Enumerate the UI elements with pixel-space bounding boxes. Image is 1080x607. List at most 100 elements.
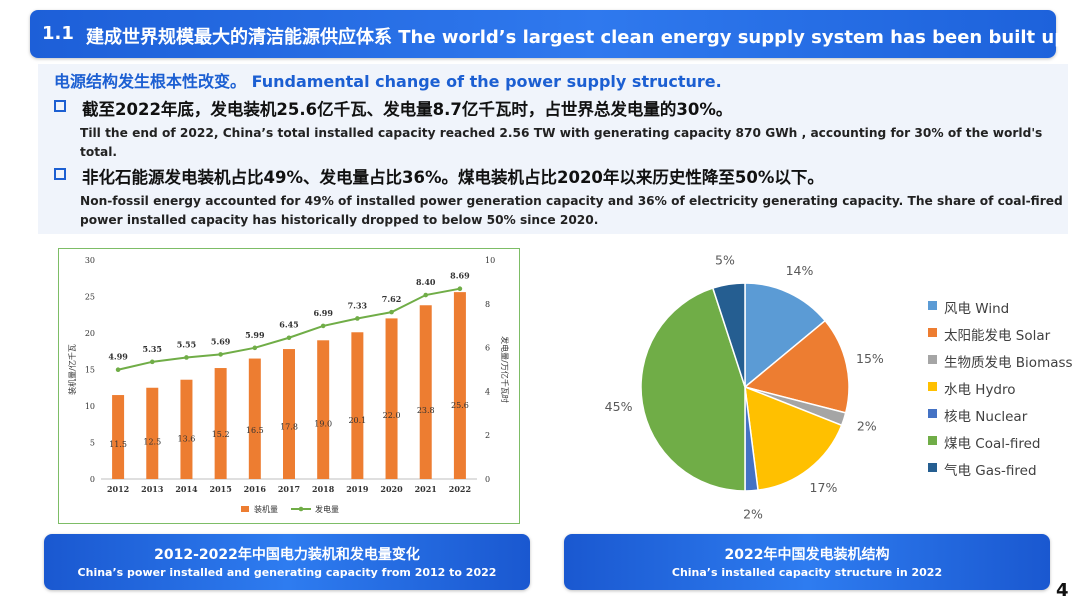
line-data-label: 5.55 [177,339,196,349]
line-data-label: 6.45 [279,320,298,330]
pie-slice [640,287,746,492]
title-bar: 1.1 建成世界规模最大的清洁能源供应体系 The world’s larges… [30,10,1067,58]
legend-line-marker [298,506,304,512]
legend-swatch [928,382,937,391]
legend-bar-swatch [241,506,249,512]
y-tick-label: 15 [85,366,95,375]
pie-slice-label: 2% [857,419,877,434]
y2-tick-label: 6 [485,344,490,353]
legend-label: 太阳能发电 Solar [944,328,1051,344]
legend-label: 气电 Gas-fired [944,463,1037,479]
line-point [184,355,189,360]
bullet-2-cn: 非化石能源发电装机占比49%、发电量占比36%。煤电装机占比2020年以来历史性… [82,168,824,187]
legend-line-label: 发电量 [315,504,339,514]
bar [283,349,295,479]
pie-slice [743,319,850,414]
line-point [389,309,394,315]
line-data-label: 4.99 [108,352,128,362]
line-point [320,323,326,329]
page-number: 4 [1056,580,1069,601]
pie-slice [711,282,746,388]
bar-data-label: 16.5 [246,426,264,435]
legend-label: 煤电 Coal-fired [944,436,1041,452]
legend-swatch [928,301,937,310]
bar-data-label: 13.6 [178,434,196,443]
legend-label: 水电 Hydro [944,382,1016,398]
y2-tick-label: 10 [485,256,495,265]
line-data-label: 7.62 [382,294,401,304]
bar-data-label: 11.5 [109,440,127,449]
line-data-label: 5.99 [245,330,265,340]
x-tick-label: 2018 [312,484,335,494]
pie-slice-label: 15% [856,351,884,366]
legend-label: 核电 Nuclear [944,409,1028,425]
bar [146,387,159,479]
bar-data-label: 15.2 [212,430,230,439]
y2-tick-label: 8 [485,300,490,309]
right-chart-caption: 2022年中国发电装机结构 China’s installed capacity… [564,534,1050,590]
legend-swatch [928,355,937,364]
bar-data-label: 23.8 [417,406,435,415]
square-bullet-icon [54,168,66,180]
line-data-label: 8.69 [450,271,470,281]
bar [180,379,193,479]
bar [214,368,227,479]
bar [351,332,364,479]
y2-tick-label: 2 [485,431,490,440]
pie-slice-label: 5% [715,253,735,268]
y-axis-title: 装机量/亿千瓦 [67,344,77,395]
line-data-label: 5.35 [143,344,162,354]
line-point [355,316,360,321]
bar-data-label: 25.6 [451,401,469,410]
x-tick-label: 2019 [346,484,369,494]
y-tick-label: 5 [90,439,95,448]
line-point [115,367,121,373]
line-point [218,352,223,357]
bar [112,395,125,479]
bar [317,340,330,479]
y2-tick-label: 0 [485,475,490,484]
pie-slice [744,385,843,492]
legend-bar-label: 装机量 [254,504,278,514]
y-tick-label: 25 [85,293,95,302]
x-tick-label: 2020 [380,484,403,494]
left-caption-en: China’s power installed and generating c… [77,566,497,579]
pie-slice [744,282,827,389]
square-bullet-icon [54,100,66,112]
y-tick-label: 30 [85,256,95,265]
pie-slice-label: 45% [605,399,633,414]
y-tick-label: 20 [85,329,95,338]
line-point [286,335,292,341]
subheading: 电源结构发生根本性改变。 Fundamental change of the p… [54,72,722,91]
bullet-1-en: Till the end of 2022, China’s total inst… [80,126,1043,159]
legend-swatch [928,409,937,418]
right-caption-en: China’s installed capacity structure in … [671,566,943,579]
x-tick-label: 2021 [415,484,437,494]
bar [248,358,261,479]
pie-slice-label: 2% [743,507,763,522]
left-chart-caption: 2012-2022年中国电力装机和发电量变化 China’s power ins… [44,534,530,590]
x-tick-label: 2017 [278,484,300,494]
line-point [457,286,463,291]
legend-label: 生物质发电 Biomass [944,355,1073,371]
y-tick-label: 0 [90,475,95,484]
section-number: 1.1 [42,23,74,44]
installed-structure-pie-chart: 14% 15% 2% 17% 2% 45% 5% [605,253,884,522]
content-section: 电源结构发生根本性改变。 Fundamental change of the p… [38,64,1068,234]
pie-slice-label: 14% [786,263,814,278]
line-data-label: 7.33 [348,300,368,310]
bullet-2-en: Non-fossil energy accounted for 49% of i… [80,194,1063,227]
x-tick-label: 2013 [141,484,164,494]
bar-data-label: 17.8 [280,423,298,432]
bullet-1-cn: 截至2022年底，发电装机25.6亿千瓦、发电量8.7亿千瓦时，占世界总发电量的… [82,100,733,119]
bar [419,305,432,479]
y-tick-label: 10 [85,402,95,411]
right-caption-cn: 2022年中国发电装机结构 [724,547,890,563]
line-point [252,345,258,351]
line-point [149,359,155,365]
bar [453,292,466,479]
legend-label: 风电 Wind [944,301,1010,317]
x-tick-label: 2012 [107,484,129,494]
line-data-label: 8.40 [416,277,436,287]
capacity-combo-chart: 0 5 10 15 20 25 30 0 2 4 6 8 10 装机量/亿千瓦 发电量/万亿千瓦时 11.5 2… [67,256,510,514]
